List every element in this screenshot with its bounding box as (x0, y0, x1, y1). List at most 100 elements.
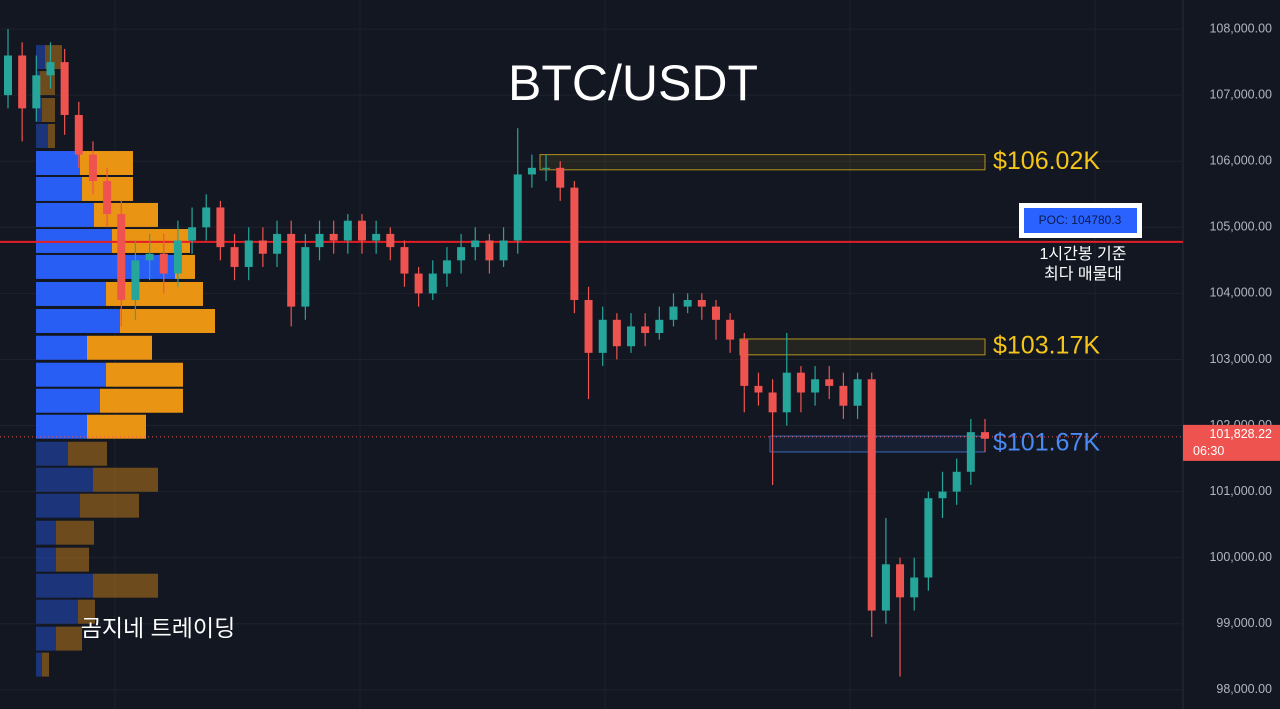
candle-body (867, 379, 876, 611)
y-tick-label: 99,000.00 (1216, 616, 1272, 630)
candle-body (301, 247, 310, 307)
profile-up (36, 309, 120, 333)
candle-body (924, 498, 933, 578)
profile-up (36, 652, 42, 677)
candle-body (499, 240, 508, 261)
candle-body (570, 187, 579, 300)
profile-down (106, 362, 183, 387)
profile-up (36, 599, 78, 624)
profile-up (36, 573, 93, 598)
profile-up (36, 362, 106, 387)
candle-body (839, 385, 848, 406)
candle-body (556, 167, 565, 188)
price-tag (1183, 424, 1280, 461)
candle-body (173, 240, 182, 274)
poc-note: 1시간봉 기준 (1040, 245, 1127, 263)
candle-body (881, 564, 890, 611)
candle-body (598, 319, 607, 353)
candle-body (768, 392, 777, 413)
countdown: 06:30 (1193, 444, 1224, 458)
profile-down (120, 309, 215, 333)
profile-up (36, 547, 56, 572)
profile-down (93, 467, 158, 492)
profile-down (80, 493, 139, 518)
candle-body (258, 240, 267, 254)
candle-body (230, 247, 239, 267)
profile-up (36, 626, 56, 651)
candle-body (244, 240, 253, 267)
candle-body (981, 432, 989, 439)
profile-up (36, 467, 93, 492)
candle-body (103, 181, 112, 215)
profile-up (36, 124, 48, 148)
candle-body (428, 273, 437, 294)
candle-body (513, 174, 522, 241)
candle-body (88, 154, 97, 182)
y-tick-label: 104,000.00 (1209, 286, 1272, 300)
profile-down (93, 573, 158, 598)
level-label: $103.17K (993, 332, 1100, 360)
candle-body (400, 247, 409, 274)
profile-down (56, 520, 94, 545)
candle-body (188, 227, 197, 241)
poc-label: POC: 104780.3 (1039, 213, 1122, 227)
candle-body (796, 372, 805, 393)
y-tick-label: 108,000.00 (1209, 21, 1272, 35)
candle-body (145, 253, 154, 261)
level-zone (739, 338, 986, 356)
profile-down (87, 414, 146, 439)
poc-box (1024, 208, 1137, 233)
candle-body (938, 491, 947, 499)
candle-body (910, 577, 919, 598)
level-label: $106.02K (993, 147, 1100, 175)
candle-body (485, 240, 494, 261)
candle-body (627, 326, 636, 347)
candle-body (612, 319, 621, 347)
profile-down (100, 388, 183, 413)
poc-note: 최다 매물대 (1044, 265, 1122, 283)
candle-body (952, 471, 961, 492)
candle-body (584, 299, 593, 353)
profile-up (36, 388, 100, 413)
profile-up (36, 493, 80, 518)
candle-body (655, 319, 664, 334)
candle-body (754, 385, 763, 393)
candle-body (343, 220, 352, 241)
y-tick-label: 98,000.00 (1216, 682, 1272, 696)
candle-body (697, 299, 706, 307)
candle-body (442, 260, 451, 274)
candle-body (18, 55, 27, 109)
profile-down (48, 124, 55, 148)
profile-up (36, 520, 56, 545)
candle-body (273, 233, 282, 254)
candle-body (131, 260, 140, 300)
candle-body (669, 306, 678, 320)
profile-up (36, 45, 45, 70)
profile-down (56, 547, 89, 572)
candle-body (372, 233, 381, 241)
candle-body (117, 214, 126, 300)
candle-body (202, 207, 211, 228)
y-tick-label: 106,000.00 (1209, 154, 1272, 168)
watermark: 곰지네 트레이딩 (81, 615, 236, 641)
candle-body (159, 253, 168, 274)
y-tick-label: 101,000.00 (1209, 484, 1272, 498)
y-tick-label: 105,000.00 (1209, 220, 1272, 234)
profile-down (42, 98, 55, 123)
profile-up (36, 414, 87, 439)
candle-body (853, 379, 862, 406)
candle-body (386, 233, 395, 248)
candle-body (683, 299, 692, 307)
profile-down (78, 599, 95, 624)
y-tick-label: 100,000.00 (1209, 550, 1272, 564)
current-price-label: 101,828.22 (1209, 427, 1272, 441)
profile-up (36, 98, 42, 123)
candle-body (542, 167, 551, 169)
candle-body (782, 372, 791, 413)
profile-up (36, 202, 94, 227)
profile-up (36, 151, 80, 175)
candle-body (471, 240, 480, 248)
candle-body (966, 432, 975, 472)
